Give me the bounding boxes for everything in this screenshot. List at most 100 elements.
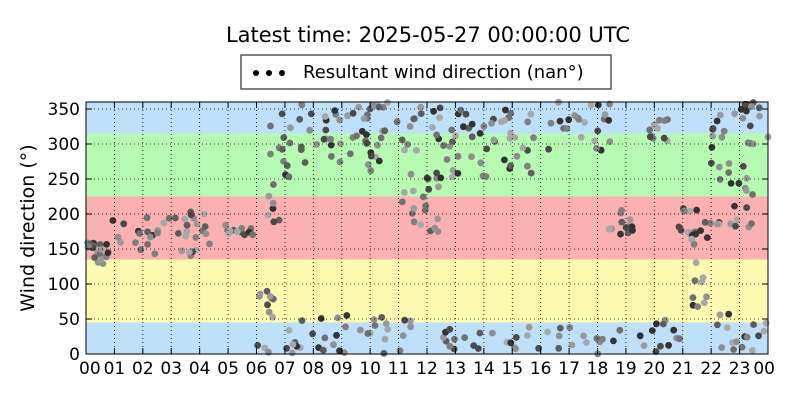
data-point xyxy=(760,327,768,335)
x-tick-label: 13 xyxy=(445,359,467,379)
x-tick-label: 00 xyxy=(753,359,775,379)
data-point xyxy=(646,133,654,141)
x-tick-label: 19 xyxy=(615,359,637,379)
x-tick-label: 02 xyxy=(132,359,154,379)
data-point xyxy=(437,174,445,182)
x-axis: 00 01 02 03 04 05 06 07 08 09 10 11 12 13 14 15 16 17 18 19… xyxy=(79,102,775,379)
data-point xyxy=(186,248,193,256)
data-point xyxy=(616,326,624,334)
data-point xyxy=(507,110,515,117)
data-point xyxy=(234,228,241,236)
data-point xyxy=(336,158,344,166)
data-point xyxy=(363,131,370,139)
data-point xyxy=(267,150,274,158)
data-point xyxy=(468,120,476,128)
data-point xyxy=(731,202,738,210)
data-point xyxy=(688,235,696,243)
data-point xyxy=(527,110,535,118)
data-point xyxy=(404,141,411,148)
data-point xyxy=(512,334,520,341)
data-point xyxy=(104,249,112,257)
data-point xyxy=(183,228,191,236)
x-tick-label: 09 xyxy=(331,359,353,379)
data-point xyxy=(331,107,339,114)
data-point xyxy=(371,322,379,329)
data-point xyxy=(617,230,624,238)
data-point xyxy=(454,152,462,160)
x-tick-label: 17 xyxy=(558,359,580,379)
data-point xyxy=(144,241,152,248)
data-point xyxy=(410,115,418,123)
x-tick-label: 14 xyxy=(473,359,495,379)
y-tick-label: 350 xyxy=(48,100,80,120)
data-point xyxy=(380,349,388,357)
data-point xyxy=(154,229,161,237)
data-point xyxy=(593,145,600,152)
data-point xyxy=(636,332,644,340)
data-point xyxy=(407,323,414,331)
data-point xyxy=(436,114,443,121)
data-point xyxy=(762,319,770,327)
data-point xyxy=(327,141,335,149)
data-point xyxy=(375,157,383,165)
x-tick-label: 04 xyxy=(189,359,211,379)
data-point xyxy=(285,173,293,181)
data-point xyxy=(254,342,262,349)
data-point xyxy=(746,122,754,130)
data-point xyxy=(555,344,563,352)
data-point xyxy=(501,156,508,164)
data-point xyxy=(654,124,661,132)
data-point xyxy=(606,138,614,146)
data-point xyxy=(288,349,296,357)
data-point xyxy=(283,162,291,170)
data-point xyxy=(743,174,751,182)
data-point xyxy=(488,120,495,127)
data-point xyxy=(747,103,755,110)
data-point xyxy=(755,104,763,112)
data-point xyxy=(225,229,233,237)
data-point xyxy=(327,135,335,143)
data-point xyxy=(398,136,406,144)
data-point xyxy=(699,274,707,281)
data-point xyxy=(401,146,408,154)
y-tick-label: 200 xyxy=(48,205,80,225)
data-point xyxy=(709,125,717,132)
data-point xyxy=(401,189,408,196)
data-point xyxy=(382,320,390,328)
data-point xyxy=(446,325,454,333)
data-point xyxy=(440,334,447,341)
legend-label: Resultant wind direction (nan°) xyxy=(303,62,584,83)
data-point xyxy=(375,103,383,111)
data-point xyxy=(545,145,552,153)
data-point xyxy=(709,132,717,140)
data-point xyxy=(137,246,145,254)
data-point xyxy=(265,308,273,316)
data-point xyxy=(497,118,505,126)
data-point xyxy=(717,111,724,119)
data-point xyxy=(691,277,699,285)
y-tick-label: 0 xyxy=(69,345,80,365)
data-point xyxy=(593,335,601,342)
data-point xyxy=(297,146,305,154)
data-point xyxy=(594,101,602,109)
data-point xyxy=(343,312,351,319)
data-point xyxy=(355,103,363,111)
grid-lines xyxy=(86,102,768,354)
data-point xyxy=(270,181,277,188)
data-point xyxy=(714,321,721,329)
data-point xyxy=(165,214,173,222)
data-point xyxy=(97,256,104,263)
data-point xyxy=(743,333,751,341)
data-point xyxy=(454,170,462,177)
data-point xyxy=(377,134,385,142)
data-point xyxy=(136,230,144,237)
data-point xyxy=(739,163,747,170)
data-point xyxy=(727,180,735,187)
data-point xyxy=(280,134,288,142)
legend-marker xyxy=(279,70,285,76)
data-point xyxy=(577,133,585,141)
data-point xyxy=(690,240,698,248)
data-point xyxy=(193,220,201,228)
data-point xyxy=(511,344,518,351)
